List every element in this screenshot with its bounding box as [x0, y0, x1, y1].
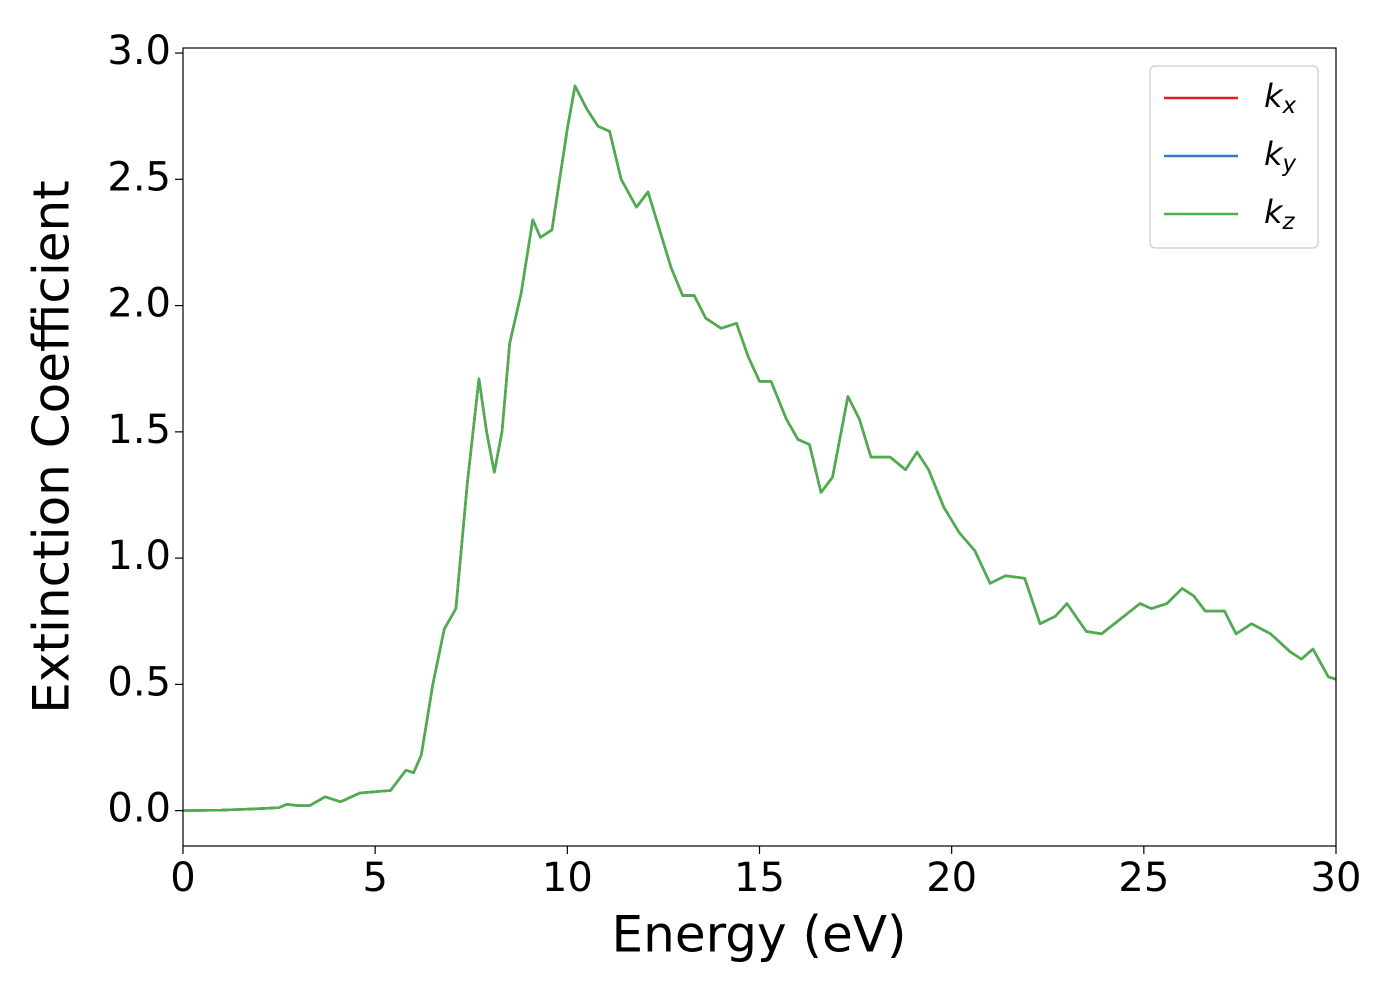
- legend-label: ky: [1264, 135, 1297, 177]
- y-tick-label: 3.0: [107, 28, 171, 74]
- x-tick-label: 15: [734, 855, 785, 901]
- x-tick-label: 25: [1118, 855, 1169, 901]
- x-tick-label: 10: [542, 855, 593, 901]
- y-tick-label: 1.0: [107, 533, 171, 579]
- y-tick-label: 1.5: [107, 407, 171, 453]
- y-tick-label: 2.0: [107, 281, 171, 327]
- y-tick-label: 0.0: [107, 786, 171, 832]
- x-tick-label: 30: [1311, 855, 1362, 901]
- line: [183, 84, 1336, 812]
- y-axis-label: Extinction Coefficient: [23, 180, 81, 714]
- legend-label: kx: [1264, 77, 1297, 119]
- x-tick-label: 0: [170, 855, 195, 901]
- plot-frame: [182, 47, 1337, 847]
- legend-label: kz: [1264, 193, 1296, 235]
- x-tick-label: 20: [926, 855, 977, 901]
- y-tick-label: 0.5: [107, 659, 171, 705]
- y-tick-label: 2.5: [107, 154, 171, 200]
- x-axis-label: Energy (eV): [612, 906, 907, 964]
- x-tick-label: 5: [362, 855, 387, 901]
